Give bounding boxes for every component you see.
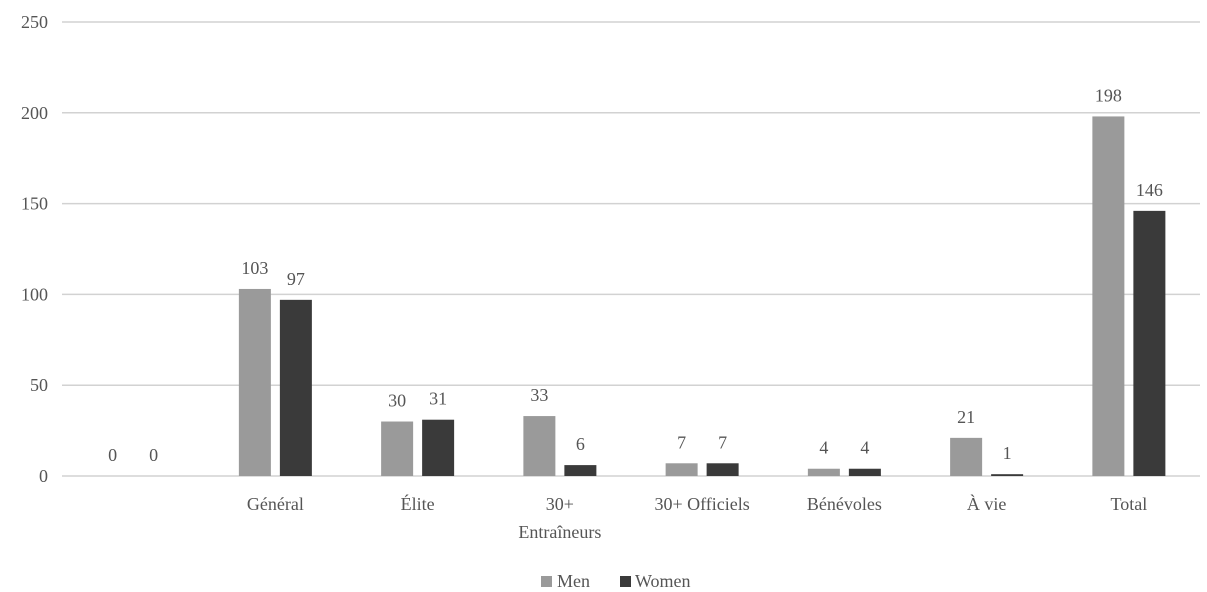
data-label-women: 6 — [576, 434, 585, 454]
data-label-men: 7 — [677, 432, 686, 452]
y-tick-label: 150 — [21, 194, 48, 214]
bars — [238, 116, 1166, 476]
bar-men — [523, 416, 556, 476]
x-tick-label: À vie — [967, 493, 1007, 514]
legend-swatch-women — [620, 576, 631, 587]
data-label-men: 0 — [108, 445, 117, 465]
bar-women — [706, 463, 739, 476]
data-label-women: 1 — [1003, 443, 1012, 463]
x-tick-label: Élite — [401, 493, 435, 514]
legend-label-men: Men — [557, 571, 590, 591]
data-labels: 0 0 103 97 30 31 33 6 7 7 4 4 21 1 198 146 — [108, 85, 1163, 465]
bar-women — [564, 465, 597, 476]
bar-men — [950, 437, 983, 476]
data-label-men: 21 — [957, 407, 975, 427]
data-label-women: 31 — [429, 389, 447, 409]
data-label-men: 103 — [241, 258, 268, 278]
y-tick-label: 50 — [30, 375, 48, 395]
data-label-men: 30 — [388, 391, 406, 411]
bar-women — [422, 419, 455, 476]
y-tick-label: 250 — [21, 12, 48, 32]
gridlines — [62, 21, 1200, 477]
data-label-women: 7 — [718, 432, 727, 452]
data-label-women: 4 — [860, 438, 869, 458]
bar-women — [991, 474, 1024, 476]
x-tick-label: 30+ — [546, 494, 574, 514]
bar-women — [279, 299, 312, 476]
data-label-women: 97 — [287, 269, 305, 289]
x-tick-label: Bénévoles — [807, 494, 882, 514]
y-tick-label: 0 — [39, 466, 48, 486]
x-tick-label: Entraîneurs — [518, 522, 601, 542]
data-label-men: 33 — [530, 385, 548, 405]
bar-men — [238, 288, 271, 476]
data-label-men: 198 — [1095, 85, 1122, 105]
y-tick-label: 100 — [21, 284, 48, 304]
data-label-women: 0 — [149, 445, 158, 465]
bar-women — [848, 468, 881, 476]
bar-women — [1133, 210, 1166, 476]
legend: Men Women — [541, 571, 691, 591]
bar-men — [1092, 116, 1125, 476]
data-label-men: 4 — [819, 438, 828, 458]
y-axis-ticks: 0 50 100 150 200 250 — [21, 12, 48, 486]
bar-men — [381, 421, 414, 476]
bar-men — [665, 463, 698, 476]
y-tick-label: 200 — [21, 103, 48, 123]
x-tick-label: Général — [247, 494, 304, 514]
x-tick-label: 30+ Officiels — [654, 494, 749, 514]
data-label-women: 146 — [1136, 180, 1163, 200]
x-axis-ticks: Général Élite 30+ Entraîneurs 30+ Officiels B… — [247, 493, 1147, 542]
legend-label-women: Women — [635, 571, 691, 591]
bar-men — [807, 468, 840, 476]
x-tick-label: Total — [1111, 494, 1148, 514]
legend-swatch-men — [541, 576, 552, 587]
